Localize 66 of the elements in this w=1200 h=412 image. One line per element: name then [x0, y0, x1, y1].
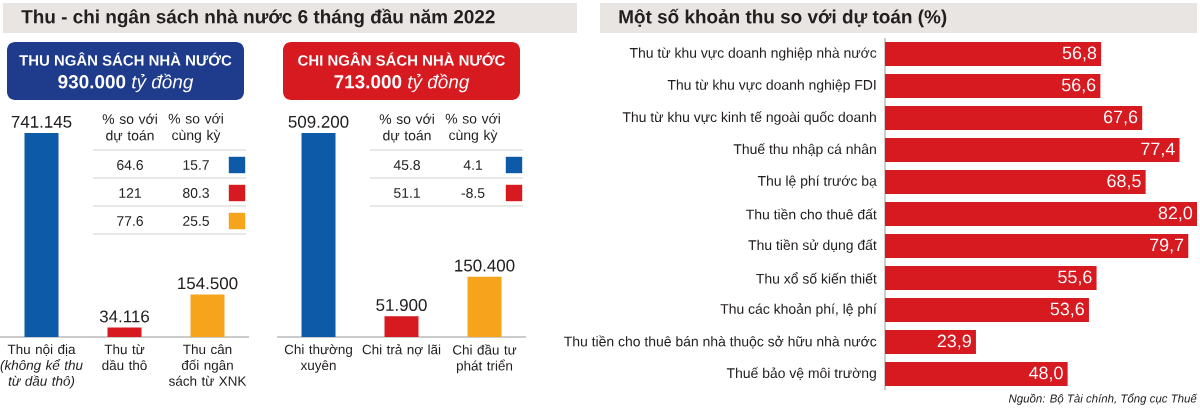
- y-tick-label: Thu xổ số kiến thiết: [756, 272, 877, 284]
- data-label: 55,6: [1058, 270, 1092, 286]
- bar: [885, 74, 1101, 98]
- bar: [885, 202, 1198, 226]
- y-tick-label: Thu tiền cho thuê bán nhà thuộc sở hữu nhà nước: [564, 335, 877, 349]
- data-label: 25.5: [183, 216, 209, 226]
- data-label: 56,8: [1062, 46, 1097, 62]
- y-tick-label: Thu tiền cho thuê đất: [746, 208, 877, 220]
- x-tick-label: Thu nội địa (không kể thu từ dầu thô): [0, 344, 83, 389]
- data-label: 82,0: [1158, 206, 1193, 222]
- data-label: 51.1: [393, 188, 420, 198]
- x-tick-label: Chi trả nợ lãi: [362, 344, 441, 357]
- category-label: % so với cùng kỳ: [445, 113, 500, 143]
- y-tick-label: Thuế thu nhập cá nhân: [733, 143, 876, 157]
- data-label: 509.200: [288, 115, 349, 128]
- data-label: 80.3: [183, 188, 209, 198]
- bar: [885, 298, 1089, 322]
- data-label: 741.145: [11, 115, 72, 128]
- x-tick-label: Chi thường xuyên: [284, 344, 352, 373]
- data-label: 23,9: [937, 334, 971, 350]
- data-label: 4.1: [463, 160, 483, 170]
- data-label: 51.900: [376, 299, 427, 312]
- chart-subtitle: THU NGÂN SÁCH NHÀ NƯỚC: [19, 52, 232, 66]
- data-label: 77,4: [1141, 142, 1175, 158]
- data-label: 48,0: [1028, 366, 1063, 382]
- data-label: 34.116: [99, 310, 150, 323]
- data-label: 79,7: [1150, 238, 1184, 254]
- y-tick-label: Thu lệ phí trước bạ: [757, 175, 877, 189]
- x-tick-label: Chi đầu tư phát triển: [453, 344, 517, 374]
- data-label: 64.6: [117, 160, 143, 170]
- bar: [885, 234, 1189, 258]
- y-tick-label: Thu từ khu vực doanh nghiệp FDI: [667, 79, 876, 93]
- data-label: 56,6: [1061, 78, 1096, 94]
- data-label: 45.8: [393, 160, 420, 170]
- category-label: % so với dự toán: [102, 113, 157, 143]
- y-tick-label: Thu từ khu vực kinh tế ngoài quốc doanh: [622, 111, 876, 125]
- data-label: 15.7: [183, 160, 209, 170]
- data-label: -8.5: [461, 188, 485, 198]
- bar: [885, 42, 1102, 66]
- y-tick-label: Thu tiền sử dụng đất: [748, 239, 877, 253]
- text: 930.000 tỷ đồng: [58, 73, 194, 93]
- category-label: % so với dự toán: [379, 113, 434, 143]
- category-label: % so với cùng kỳ: [168, 113, 223, 143]
- text: 713.000 tỷ đồng: [334, 73, 470, 93]
- text: Nguồn: Bộ Tài chính, Tổng cục Thuế: [1008, 393, 1198, 405]
- bar: [885, 138, 1180, 162]
- bar: [885, 106, 1143, 130]
- bar: [885, 266, 1097, 290]
- data-label: 67,6: [1104, 110, 1138, 126]
- data-label: 77.6: [117, 216, 143, 226]
- data-label: 154.500: [178, 277, 238, 290]
- y-tick-label: Thu từ khu vực doanh nghiệp nhà nước: [629, 47, 877, 61]
- y-tick-label: Thu các khoản phí, lệ phí: [720, 303, 877, 317]
- chart-subtitle: CHI NGÂN SÁCH NHÀ NƯỚC: [298, 52, 505, 66]
- bar: [885, 170, 1146, 194]
- bar: [885, 330, 976, 354]
- bar: [885, 362, 1068, 386]
- x-tick-label: Thu cân đối ngân sách từ XNK: [168, 344, 247, 386]
- chart-title: Thu - chi ngân sách nhà nước 6 tháng đầu năm 2022: [21, 8, 495, 28]
- y-tick-label: Thuế bảo vệ môi trường: [726, 367, 876, 381]
- data-label: 150.400: [455, 259, 515, 272]
- data-label: 121: [119, 188, 141, 198]
- data-label: 68,5: [1107, 174, 1141, 190]
- chart-title: Một số khoản thu so với dự toán (%): [619, 8, 947, 28]
- data-label: 53,6: [1050, 302, 1084, 318]
- x-tick-label: Thu từ dầu thô: [102, 344, 147, 371]
